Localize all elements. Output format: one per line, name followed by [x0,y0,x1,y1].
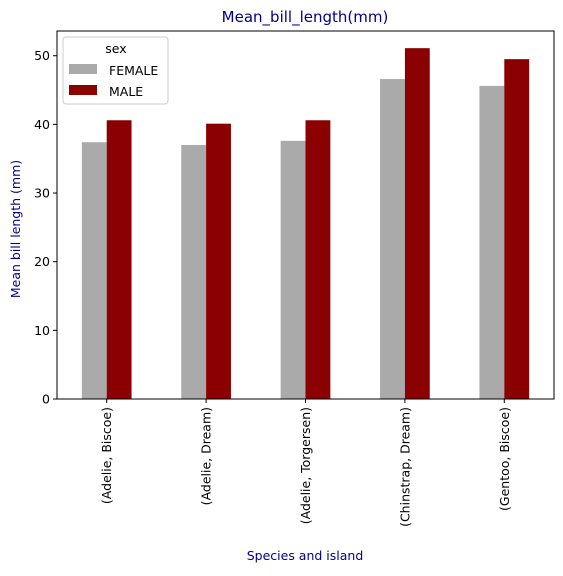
x-tick-label-1: (Adelie, Dream) [199,407,214,505]
chart-title: Mean_bill_length(mm) [222,8,389,27]
y-tick-label-4: 40 [34,117,50,132]
bar-male-1 [206,123,231,399]
plot-frame [56,30,555,400]
x-tick-label-3: (Chinstrap, Dream) [397,407,412,527]
y-ticks-layer: 0 10 20 30 40 50 [34,48,57,407]
bars-layer [81,48,530,400]
legend-title: sex [105,41,126,56]
bar-female-3 [380,79,405,400]
bar-male-2 [305,120,331,400]
legend-swatch-male [69,85,97,95]
bar-male-0 [106,120,132,400]
y-tick-label-1: 10 [34,323,50,338]
bar-female-1 [181,144,207,399]
bar-female-2 [280,140,306,399]
legend-label-female: FEMALE [109,63,158,78]
x-tick-label-2: (Adelie, Torgersen) [298,407,313,524]
y-tick-label-5: 50 [34,48,50,63]
bar-male-3 [404,48,430,399]
bar-male-4 [504,59,530,399]
y-axis-label: Mean bill length (mm) [8,160,23,298]
y-tick-label-3: 30 [34,186,50,201]
x-axis-label: Species and island [247,548,364,563]
legend: sex FEMALE MALE [62,36,169,105]
bar-female-0 [81,142,107,399]
x-ticks-layer: (Adelie, Biscoe) (Adelie, Dream) (Adelie, … [99,399,512,527]
bar-female-4 [479,85,505,399]
legend-label-male: MALE [109,84,143,99]
y-tick-label-2: 20 [34,254,50,269]
legend-swatch-female [69,64,97,74]
y-tick-label-0: 0 [42,392,50,407]
x-tick-label-0: (Adelie, Biscoe) [99,407,114,504]
x-tick-label-4: (Gentoo, Biscoe) [497,407,512,511]
